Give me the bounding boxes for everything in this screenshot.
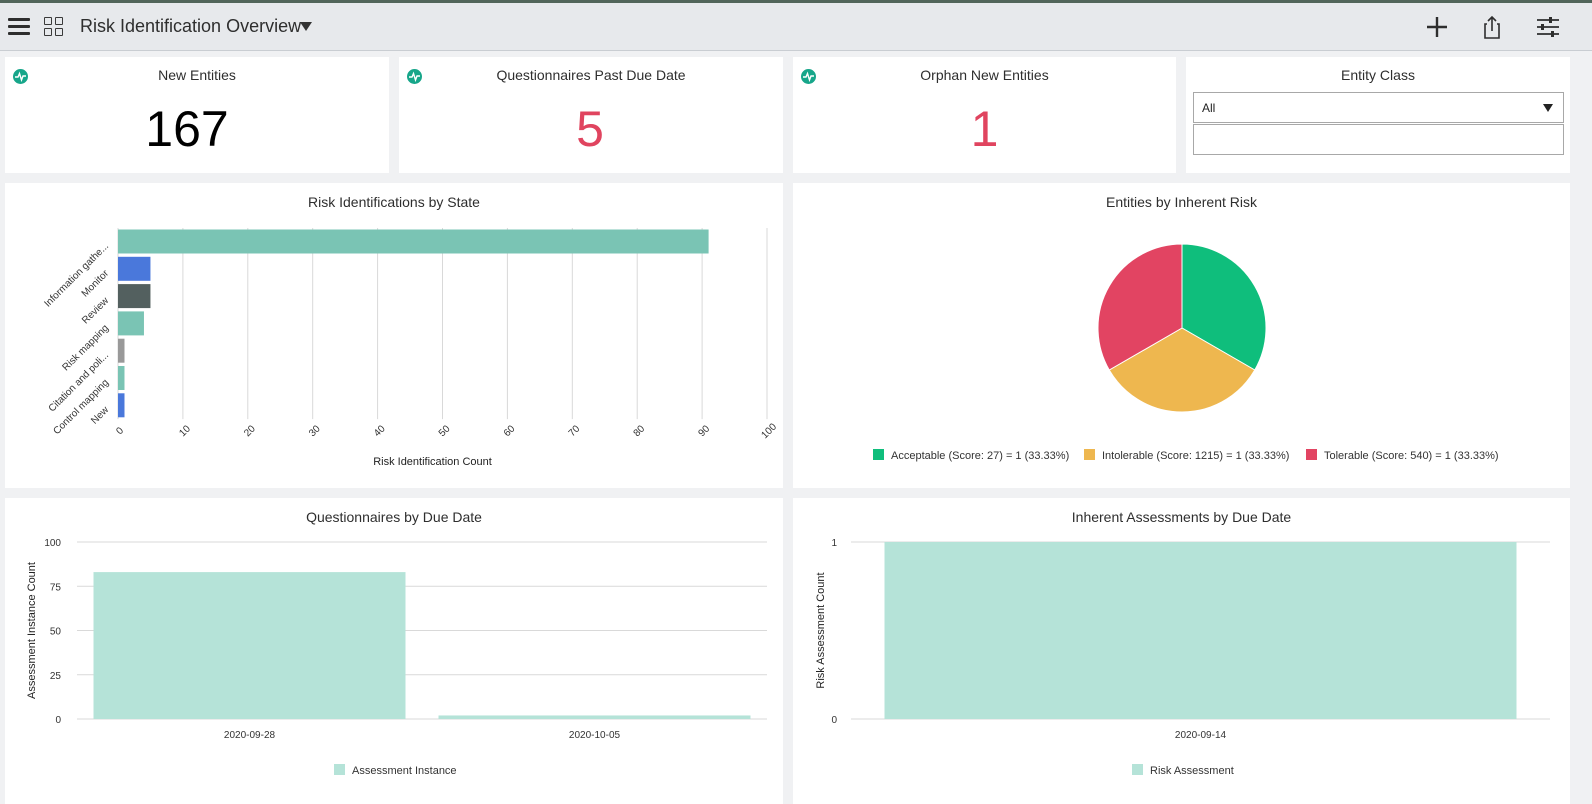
y-axis-label: Assessment Instance Count — [26, 562, 38, 699]
menu-icon[interactable] — [8, 18, 30, 36]
share-button[interactable] — [1478, 13, 1506, 41]
legend-label: Assessment Instance — [352, 765, 457, 777]
y-tick-label: 0 — [55, 715, 61, 726]
y-tick-label: 100 — [44, 538, 61, 549]
dashboard-grid-icon[interactable] — [44, 17, 64, 37]
legend-label: Acceptable (Score: 27) = 1 (33.33%) — [891, 450, 1069, 462]
y-category-label: New — [89, 404, 111, 426]
page-title: Risk Identification Overview — [80, 16, 302, 36]
pulse-icon — [13, 69, 28, 84]
y-axis-label: Risk Assessment Count — [815, 572, 827, 688]
x-tick-label: 100 — [759, 421, 779, 441]
legend-label: Tolerable (Score: 540) = 1 (33.33%) — [1324, 450, 1499, 462]
legend-swatch — [334, 764, 345, 775]
x-tick-label: 2020-09-14 — [1175, 730, 1227, 741]
entity-class-filter-widget: Entity Class All — [1186, 57, 1570, 173]
select-value: All — [1202, 101, 1216, 115]
bar — [118, 393, 125, 418]
share-icon — [1484, 15, 1500, 39]
x-tick-label: 20 — [242, 423, 258, 439]
top-accent-line — [0, 0, 1592, 3]
bar — [884, 542, 1517, 719]
dashboard-switch-caret-icon[interactable] — [300, 22, 312, 31]
chart-title: Entities by Inherent Risk — [1106, 194, 1257, 210]
new-entities-widget[interactable]: New Entities 167 — [5, 57, 389, 173]
chart-title: Questionnaires by Due Date — [306, 509, 482, 525]
bar — [438, 715, 751, 719]
add-widget-button[interactable] — [1423, 13, 1451, 41]
column-chart: 0 25 50 75 100 2020-09-28 2020-10-05 Assessment… — [26, 538, 767, 777]
x-tick-label: 2020-09-28 — [224, 730, 276, 741]
x-tick-label: 50 — [437, 423, 453, 439]
pulse-icon — [407, 69, 422, 84]
x-tick-label: 30 — [307, 423, 323, 439]
widget-title: Orphan New Entities — [920, 67, 1049, 83]
dashboard-settings-button[interactable] — [1534, 13, 1562, 41]
entities-by-inherent-risk-widget: Entities by Inherent Risk Acceptable (Sc… — [793, 183, 1570, 488]
risk-identifications-by-state-widget: Risk Identifications by State 0 10 20 30 40 5… — [5, 183, 783, 488]
x-tick-label: 80 — [632, 423, 648, 439]
y-tick-label: 50 — [50, 627, 62, 638]
x-tick-label: 10 — [177, 423, 193, 439]
x-tick-label: 0 — [114, 425, 126, 437]
score-value: 1 — [970, 101, 999, 157]
plus-icon — [1427, 17, 1447, 37]
legend-swatch — [1306, 449, 1317, 460]
bar — [118, 338, 125, 363]
score-value: 167 — [145, 101, 229, 157]
legend-swatch — [873, 449, 884, 460]
y-tick-label: 1 — [831, 538, 837, 549]
legend-swatch — [1132, 764, 1143, 775]
bar — [118, 284, 151, 309]
x-tick-label: 40 — [372, 423, 388, 439]
widget-title: Questionnaires Past Due Date — [496, 67, 686, 83]
bar — [118, 256, 151, 281]
entity-class-text-input[interactable] — [1193, 124, 1564, 155]
x-tick-label: 60 — [502, 423, 518, 439]
pie-slice — [1108, 327, 1256, 413]
bar — [118, 366, 125, 390]
chart-title: Risk Identifications by State — [308, 194, 480, 210]
y-tick-label: 25 — [50, 671, 62, 682]
y-tick-label: 0 — [831, 715, 837, 726]
widget-title: Entity Class — [1341, 67, 1415, 83]
questionnaires-past-due-widget[interactable]: Questionnaires Past Due Date 5 — [399, 57, 783, 173]
score-value: 5 — [576, 101, 604, 157]
y-category-label: Review — [80, 295, 112, 327]
pie-slice — [1181, 243, 1267, 371]
chart-title: Inherent Assessments by Due Date — [1071, 509, 1292, 525]
x-tick-label: 70 — [567, 423, 583, 439]
bar — [118, 229, 709, 254]
widget-title: New Entities — [158, 67, 236, 83]
y-category-label: Risk mapping — [60, 323, 111, 374]
bar — [93, 572, 406, 719]
legend-swatch — [1084, 449, 1095, 460]
x-axis-label: Risk Identification Count — [373, 456, 492, 468]
legend-label: Risk Assessment — [1150, 765, 1234, 777]
column-chart: 0 1 2020-09-14 Risk Assessment Count Risk As… — [815, 538, 1550, 777]
inherent-assessments-by-due-date-widget: Inherent Assessments by Due Date 0 1 2020-… — [793, 498, 1570, 804]
entity-class-select[interactable]: All — [1193, 92, 1564, 123]
y-tick-label: 75 — [50, 582, 62, 593]
pie-chart: Acceptable (Score: 27) = 1 (33.33%) Intol… — [873, 243, 1499, 462]
chevron-down-icon — [1543, 104, 1553, 112]
pulse-icon — [801, 69, 816, 84]
questionnaires-by-due-date-widget: Questionnaires by Due Date 0 25 50 75 100 202… — [5, 498, 783, 804]
orphan-new-entities-widget[interactable]: Orphan New Entities 1 — [793, 57, 1176, 173]
bar — [118, 311, 144, 336]
dashboard-header: Risk Identification Overview — [0, 3, 1592, 51]
pie-slice — [1097, 243, 1183, 371]
legend-label: Intolerable (Score: 1215) = 1 (33.33%) — [1102, 450, 1289, 462]
x-tick-label: 90 — [697, 423, 713, 439]
x-tick-label: 2020-10-05 — [569, 730, 621, 741]
sliders-icon — [1537, 17, 1559, 37]
